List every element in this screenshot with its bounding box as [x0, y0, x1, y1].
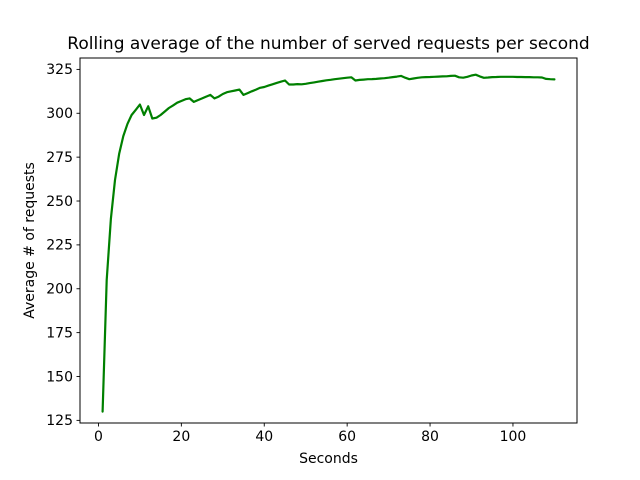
y-tick-label: 125 [46, 413, 73, 429]
x-tick-label: 0 [94, 429, 103, 445]
x-tick-label: 80 [421, 429, 439, 445]
x-tick-label: 20 [172, 429, 190, 445]
plot-border [79, 57, 578, 424]
y-tick-label: 250 [46, 194, 73, 210]
y-tick-label: 275 [46, 150, 73, 166]
y-tick-label: 225 [46, 238, 73, 254]
y-tick-label: 150 [46, 369, 73, 385]
y-tick-label: 175 [46, 325, 73, 341]
data-line-series [101, 73, 556, 413]
chart-title: Rolling average of the number of served … [67, 34, 589, 54]
y-tick-label: 300 [46, 106, 73, 122]
y-axis-label: Average # of requests [22, 162, 38, 319]
axes-group: 0 20 40 60 80 100 125 150 175 200 225 250 275 300 325 [46, 57, 578, 445]
x-axis-label: Seconds [299, 451, 358, 467]
y-tick-label: 325 [46, 62, 73, 78]
x-tick-label: 40 [255, 429, 273, 445]
x-tick-label: 100 [500, 429, 527, 445]
x-tick-label: 60 [338, 429, 356, 445]
y-tick-label: 200 [46, 282, 73, 298]
